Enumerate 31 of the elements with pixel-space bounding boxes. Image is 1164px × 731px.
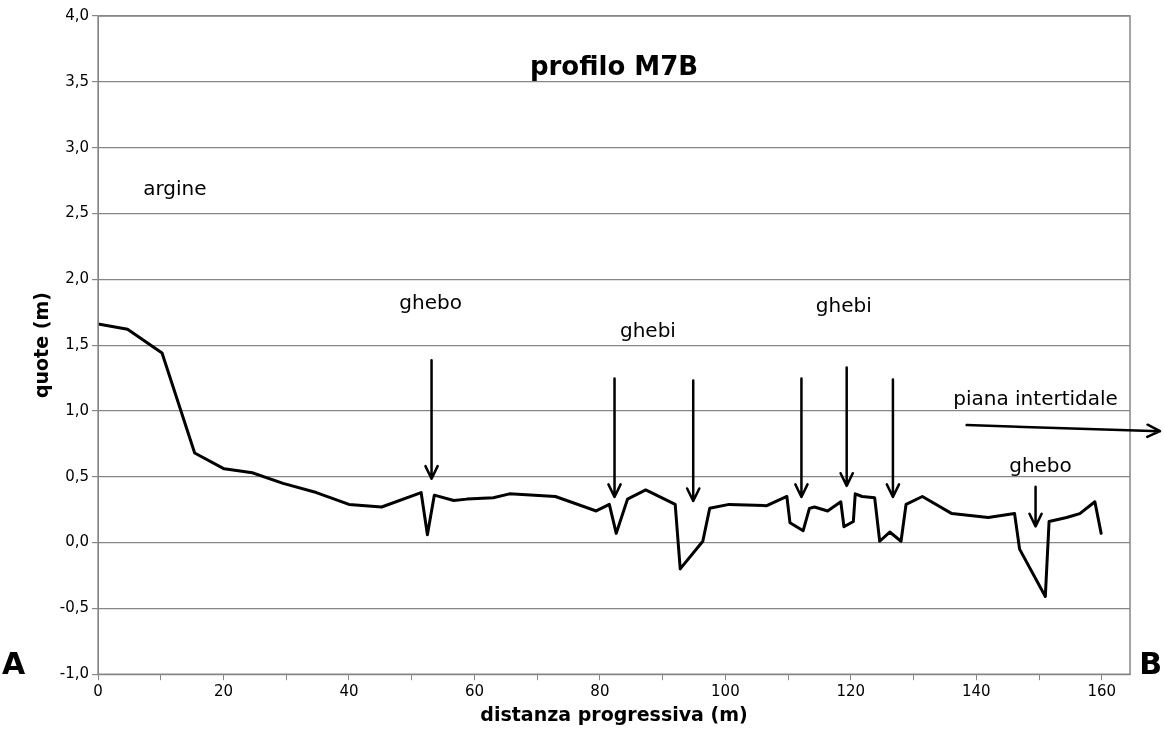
annotation: ghebo: [399, 289, 462, 314]
x-tick-label: 0: [93, 682, 103, 701]
y-axis-title: quote (m): [30, 292, 53, 399]
x-tick-label: 40: [339, 682, 359, 701]
y-tick-label: 0,5: [65, 466, 90, 485]
annotation: ghebo: [1009, 452, 1072, 477]
x-axis-title: distanza progressiva (m): [480, 702, 748, 725]
x-tick-label: 100: [711, 682, 740, 701]
y-tick-label: 0,0: [65, 532, 90, 551]
y-tick-label: 3,5: [65, 71, 90, 90]
y-tick-label: 3,0: [65, 137, 90, 156]
y-tick-label: 1,5: [65, 334, 90, 353]
annotation: piana intertidale: [953, 385, 1118, 410]
y-tick-label: 2,0: [65, 269, 90, 288]
annotation: argine: [143, 176, 207, 201]
y-tick-label: 1,0: [65, 400, 90, 419]
annotation: ghebi: [815, 292, 872, 317]
y-tick-label: 2,5: [65, 203, 90, 222]
x-tick-label: 60: [464, 682, 484, 701]
x-tick-label: 160: [1087, 682, 1117, 701]
annotation: ghebi: [620, 318, 676, 343]
text: A: [2, 646, 26, 681]
y-tick-label: -1,0: [59, 664, 90, 683]
y-tick-label: -0,5: [59, 598, 90, 617]
x-tick-label: 140: [961, 682, 991, 701]
x-tick-label: 20: [213, 682, 234, 701]
x-tick-label: 120: [836, 682, 866, 701]
text: B: [1139, 646, 1162, 681]
y-tick-label: 4,0: [65, 5, 90, 24]
x-tick-label: 80: [590, 682, 610, 701]
text: profilo M7B: [529, 50, 699, 81]
